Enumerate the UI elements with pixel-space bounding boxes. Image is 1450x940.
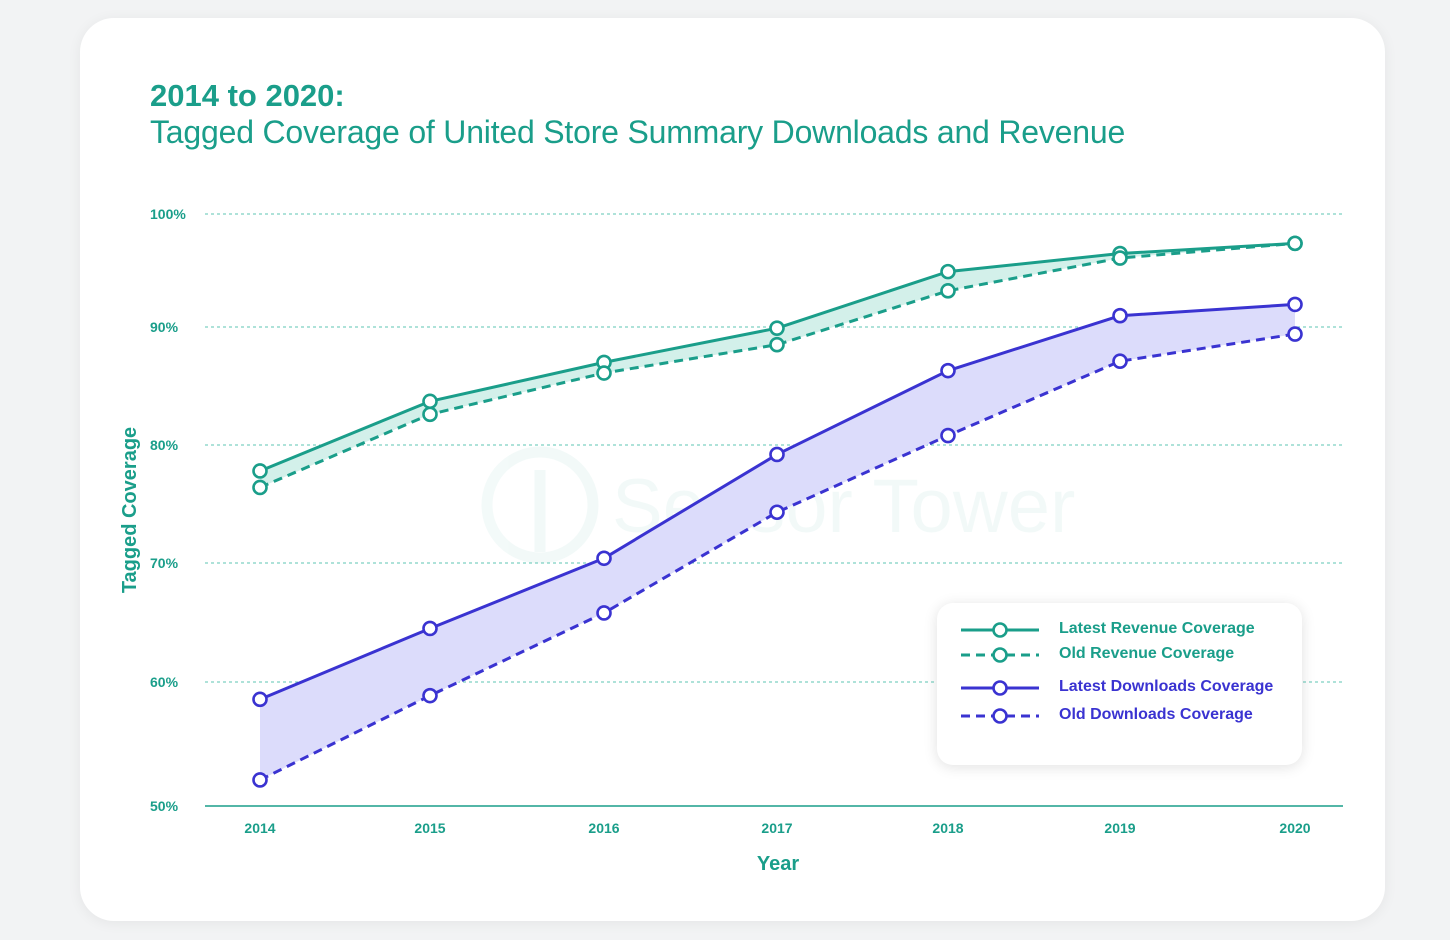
legend-swatch [961, 647, 1039, 663]
data-point-old-downloads-coverage [1112, 353, 1128, 370]
data-point-latest-downloads-coverage [1287, 296, 1303, 313]
data-point-latest-downloads-coverage [422, 620, 438, 637]
legend-item: Old Downloads Coverage [937, 703, 1302, 729]
data-point-latest-downloads-coverage [769, 446, 785, 463]
x-tick-label: 2017 [761, 820, 792, 836]
data-point-latest-downloads-coverage [940, 362, 956, 379]
x-tick-label: 2019 [1104, 820, 1135, 836]
data-point-latest-downloads-coverage [596, 550, 612, 567]
data-point-latest-revenue-coverage [769, 320, 785, 336]
x-axis-title: Year [757, 853, 799, 875]
legend-item: Latest Revenue Coverage [937, 617, 1302, 643]
legend-label: Old Downloads Coverage [1059, 706, 1253, 723]
data-point-latest-downloads-coverage [1112, 307, 1128, 324]
x-tick-label: 2016 [588, 820, 619, 836]
legend-swatch [961, 622, 1039, 638]
data-point-old-downloads-coverage [596, 605, 612, 621]
data-point-old-revenue-coverage [422, 406, 438, 423]
data-point-latest-revenue-coverage [422, 393, 438, 410]
data-point-old-revenue-coverage [940, 283, 956, 299]
data-point-old-downloads-coverage [940, 427, 956, 444]
data-point-old-downloads-coverage [1287, 326, 1303, 342]
y-tick-label: 90% [150, 319, 179, 335]
legend-item: Old Revenue Coverage [937, 642, 1302, 668]
chart-legend: Latest Revenue Coverage Old Revenue Cover… [937, 603, 1302, 765]
legend-item: Latest Downloads Coverage [937, 675, 1302, 701]
data-point-old-downloads-coverage [252, 772, 268, 788]
data-point-latest-revenue-coverage [940, 263, 956, 280]
data-point-old-revenue-coverage [252, 479, 268, 496]
x-axis-ticks: 2014 2015 2016 2017 2018 2019 2020 [244, 820, 1310, 836]
legend-label: Old Revenue Coverage [1059, 645, 1235, 662]
data-point-old-downloads-coverage [769, 504, 785, 521]
legend-label: Latest Revenue Coverage [1059, 620, 1255, 637]
data-point-old-downloads-coverage [422, 687, 438, 704]
data-point-old-revenue-coverage [769, 336, 785, 353]
data-point-latest-revenue-coverage [252, 463, 268, 479]
legend-label: Latest Downloads Coverage [1059, 678, 1274, 695]
series-points [252, 235, 1303, 788]
x-tick-label: 2015 [414, 820, 445, 836]
y-axis-title: Tagged Coverage [119, 427, 141, 593]
y-tick-label: 70% [150, 555, 179, 571]
data-point-old-revenue-coverage [1112, 250, 1128, 266]
legend-swatch [961, 680, 1039, 696]
x-tick-label: 2020 [1279, 820, 1310, 836]
legend-swatch [961, 708, 1039, 724]
chart-title: 2014 to 2020: [150, 78, 345, 113]
x-tick-label: 2018 [932, 820, 963, 836]
y-tick-label: 80% [150, 437, 179, 453]
y-tick-label: 60% [150, 674, 179, 690]
data-point-old-revenue-coverage [1287, 235, 1303, 252]
data-point-old-revenue-coverage [596, 365, 612, 381]
data-point-latest-downloads-coverage [252, 691, 268, 708]
y-tick-label: 100% [150, 206, 186, 222]
x-tick-label: 2014 [244, 820, 275, 836]
chart-subtitle: Tagged Coverage of United Store Summary … [150, 114, 1126, 150]
y-axis-ticks: 50% 60% 70% 80% 90% 100% [150, 206, 186, 814]
y-tick-label: 50% [150, 798, 179, 814]
